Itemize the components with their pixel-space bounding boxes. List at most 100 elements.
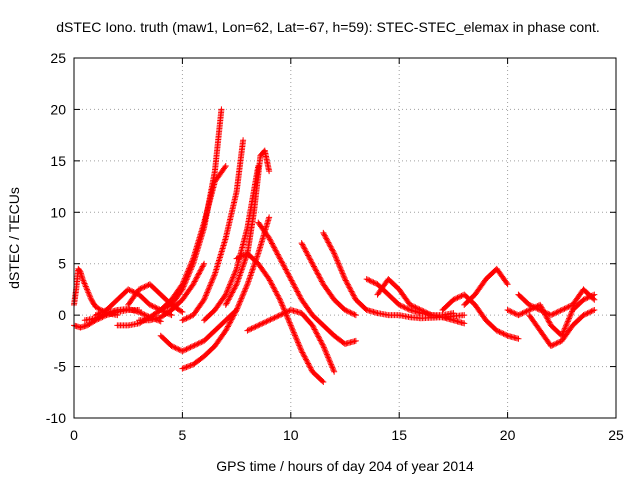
data-point [237,297,244,303]
data-point [231,311,238,318]
data-point [241,288,248,295]
data-point [537,303,544,310]
data-point [238,266,245,273]
data-point [511,310,518,317]
data-point [191,278,198,285]
data-point [152,304,159,311]
data-point [84,287,91,294]
data-point [503,280,510,286]
data-point [370,279,377,286]
data-point [556,308,563,315]
data-point [278,301,285,307]
data-point [284,269,291,276]
data-point [528,303,535,310]
data-point [337,266,344,273]
data-point [236,254,243,261]
data-point [311,264,318,271]
data-point [336,263,343,270]
data-point [515,312,522,319]
data-point [270,284,277,291]
data-point [583,310,590,317]
data-point [171,344,178,351]
data-point [552,341,559,348]
data-point [161,305,168,312]
data-point [557,307,564,314]
data-point [241,257,248,264]
data-point [236,273,243,280]
data-point [227,293,234,300]
data-point [347,287,354,294]
data-point [565,303,572,310]
data-point [273,289,280,296]
data-point [326,242,333,249]
data-point [245,278,252,285]
data-point [231,270,238,277]
data-point [234,305,241,312]
data-point [348,310,355,317]
data-point [549,342,556,349]
data-point [546,319,553,326]
data-point [320,379,327,385]
data-point [539,308,546,315]
data-point [289,325,296,332]
data-point [504,307,511,313]
data-point [140,310,147,317]
data-point [567,312,574,319]
data-point [255,322,262,329]
data-point [235,275,242,282]
data-point [547,312,554,319]
data-point [277,256,284,263]
data-point [288,323,295,330]
data-point [349,289,356,296]
data-point [297,345,304,352]
data-point [272,247,279,254]
data-point [331,251,338,258]
data-point [247,273,254,280]
data-point [304,251,311,258]
data-point [307,364,314,371]
data-point [267,237,274,244]
data-point [274,313,281,320]
data-point [125,286,132,293]
data-point [302,247,309,253]
data-point [222,301,229,308]
data-point [291,331,298,337]
x-tick-label: 0 [70,427,78,443]
data-point [537,301,544,308]
data-point [272,314,279,321]
data-point [160,305,167,312]
data-point [142,283,149,290]
data-point [186,363,193,370]
data-point [568,309,575,316]
data-point [544,315,551,322]
data-point [526,307,533,313]
data-point [461,320,468,327]
data-point [190,279,197,286]
series-20 [374,276,468,327]
data-point [327,360,334,367]
data-point [286,319,293,326]
data-point [245,326,252,333]
data-point [305,360,312,367]
data-point [248,325,255,332]
data-point [100,308,107,315]
data-point [222,327,229,334]
data-point [322,347,329,354]
data-point [259,320,266,327]
data-point [226,283,233,289]
data-point [279,259,286,266]
data-point [565,317,572,323]
data-point [327,243,334,250]
data-point [290,281,297,288]
data-point [305,252,312,259]
data-point [344,280,351,287]
data-point [179,317,186,324]
data-point [206,283,213,290]
data-point [201,296,208,303]
data-point [526,301,533,308]
data-point [291,283,298,289]
data-point [310,323,317,330]
data-point [324,238,331,245]
data-point [223,326,230,333]
